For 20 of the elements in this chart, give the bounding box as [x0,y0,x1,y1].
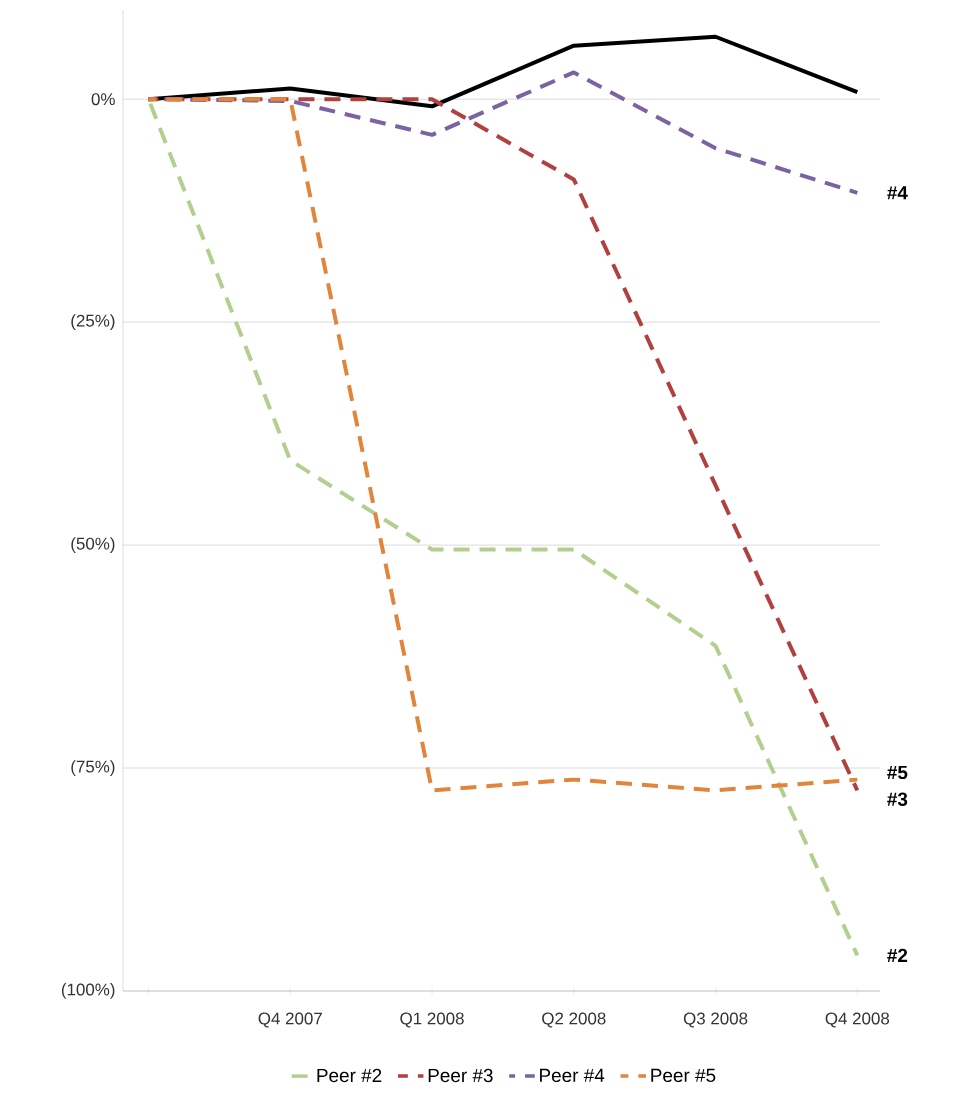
text: #2 [887,948,908,962]
y-tick-label: 0% [91,93,115,106]
x-tick-label: Q4 2008 [825,1012,890,1028]
x-tick-label: Q4 2007 [258,1012,322,1028]
text: #4 [887,186,908,200]
text: #5 [887,765,908,780]
y-tick-label: (50%) [71,537,115,553]
x-tick-label: Q3 2008 [683,1012,748,1028]
y-tick-label: (100%) [61,983,115,999]
y-tick-label: (25%) [71,314,115,331]
y-tick-label: (75%) [71,760,115,776]
legend-label: Peer #5 [651,1068,716,1083]
line-series [146,34,860,109]
legend-label: Peer #4 [540,1068,605,1083]
text: #3 [887,792,908,806]
line-series [146,70,860,195]
legend-label: Peer #2 [317,1068,382,1083]
x-tick-label: Q2 2008 [542,1012,606,1028]
legend-label: Peer #3 [428,1068,493,1083]
x-tick-label: Q1 2008 [400,1012,464,1028]
